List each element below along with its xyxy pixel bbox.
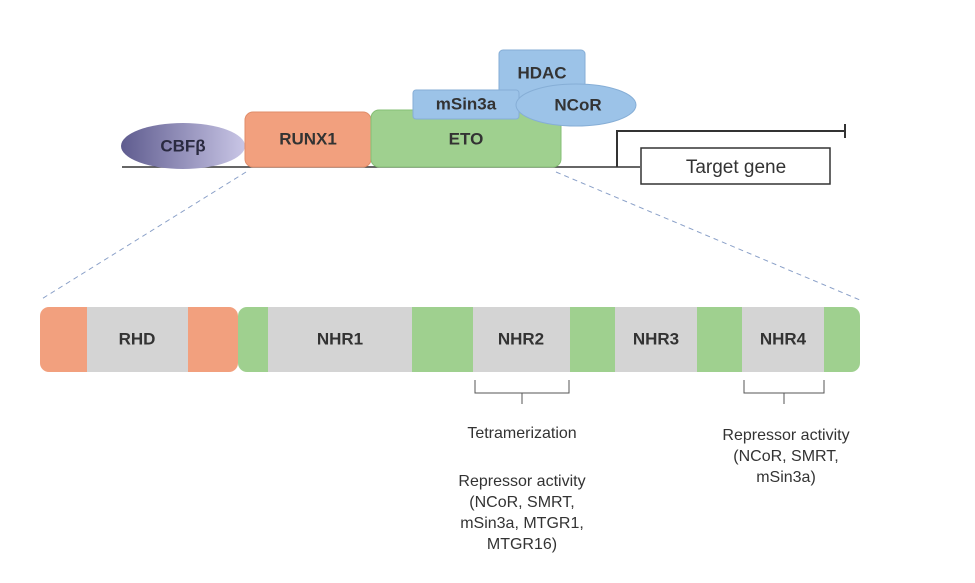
target-gene-box <box>640 147 831 185</box>
nhr4-bracket <box>743 380 825 404</box>
annotation-line: MTGR16) <box>486 536 558 553</box>
eto-label: ETO <box>449 129 484 148</box>
nhr1-domain <box>268 307 412 372</box>
nhr2-label: NHR2 <box>498 329 544 348</box>
nhr4-annotation: Repressor activity (NCoR, SMRT, mSin3a) <box>684 425 888 488</box>
nhr2-bracket <box>474 380 570 404</box>
zoom-line-left <box>39 171 247 301</box>
nhr4-domain <box>742 307 824 372</box>
annotation-line: (NCoR, SMRT, <box>469 494 575 511</box>
annotation-line: mSin3a) <box>756 469 816 486</box>
annotation-line: Repressor activity <box>722 427 850 444</box>
annotation-line: Repressor activity <box>458 473 586 490</box>
runx1-label: RUNX1 <box>279 129 337 148</box>
ncor-protein <box>515 83 637 127</box>
nhr3-label: NHR3 <box>633 329 679 348</box>
rhd-label: RHD <box>119 329 156 348</box>
rhd-domain <box>87 307 188 372</box>
target-gene-label: Target gene <box>686 157 786 178</box>
msin3a-label: mSin3a <box>436 94 497 113</box>
ncor-label: NCoR <box>554 95 601 114</box>
nhr2-annotation: Repressor activity (NCoR, SMRT, mSin3a, … <box>420 471 624 555</box>
promoter-arrow <box>616 130 845 167</box>
nhr2-domain <box>473 307 570 372</box>
hdac-label: HDAC <box>517 63 566 82</box>
cbfb-protein <box>121 123 245 169</box>
zoom-line-right <box>555 171 861 301</box>
nhr4-label: NHR4 <box>760 329 807 348</box>
annotation-line: (NCoR, SMRT, <box>733 448 839 465</box>
annotation-line: mSin3a, MTGR1, <box>460 515 584 532</box>
nhr2-annotation-title: Tetramerization <box>467 425 577 442</box>
nhr1-label: NHR1 <box>317 329 363 348</box>
nhr3-domain <box>615 307 697 372</box>
cbfb-label: CBFβ <box>160 136 205 155</box>
